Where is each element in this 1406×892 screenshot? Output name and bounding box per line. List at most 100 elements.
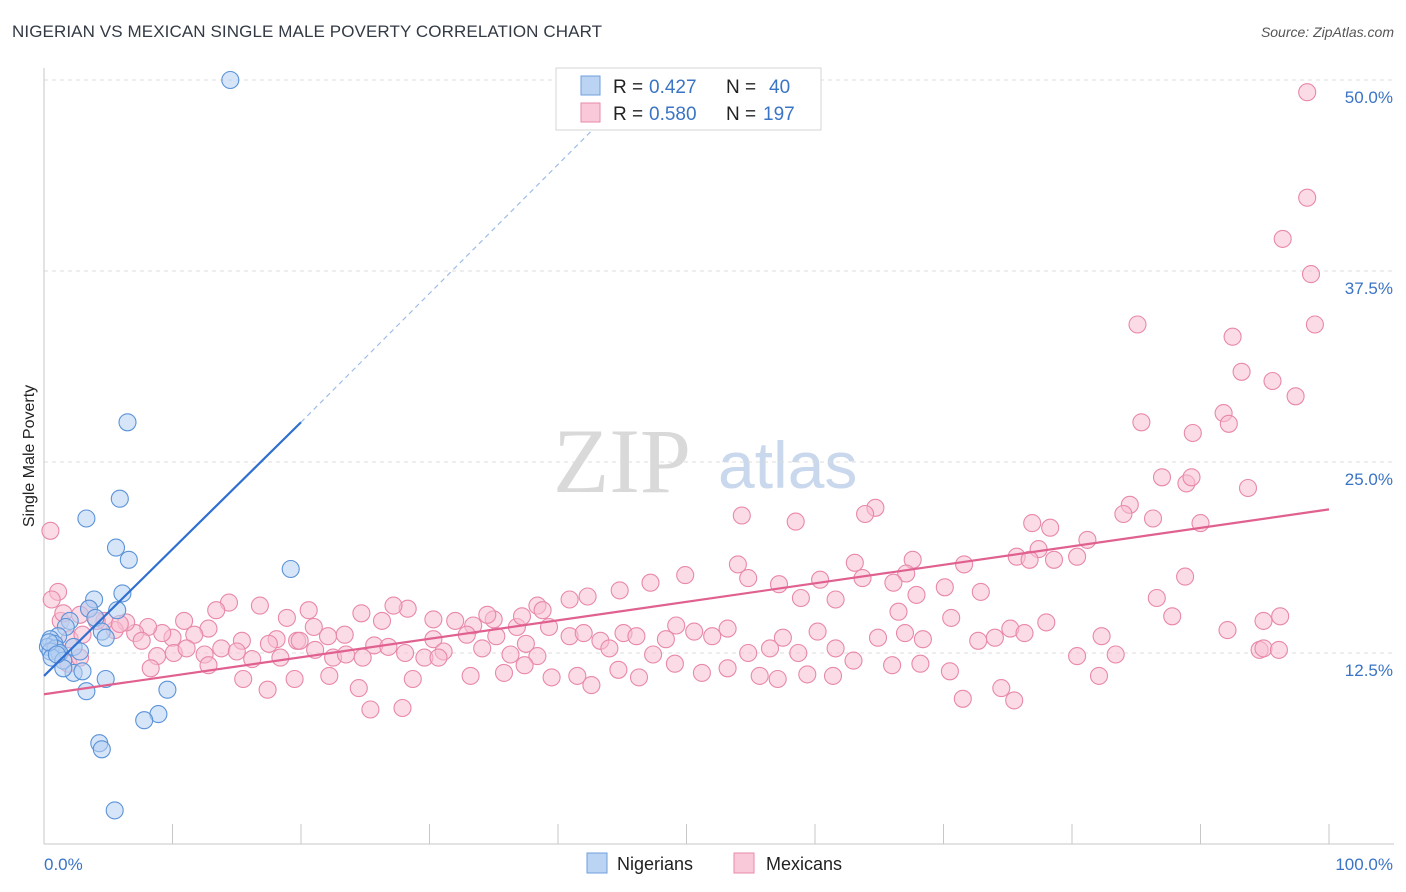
bottom-legend-label-mexicans: Mexicans <box>766 854 842 874</box>
nigerians-point <box>135 711 154 730</box>
mexicans-point <box>935 578 954 597</box>
mexicans-point <box>516 634 535 653</box>
mexicans-point <box>234 669 253 689</box>
x-tick-label-max: 100.0% <box>1335 855 1393 874</box>
mexicans-point <box>823 666 843 685</box>
legend-n-value-nigerians: 40 <box>769 77 790 98</box>
mexicans-point <box>1305 315 1324 334</box>
mexicans-point <box>207 601 226 620</box>
source-label: Source: ZipAtlas.com <box>1260 24 1394 40</box>
mexicans-point <box>985 628 1004 647</box>
mexicans-point <box>277 608 296 627</box>
mexicans-point <box>826 639 845 658</box>
y-tick-label-0: 12.5% <box>1345 661 1393 680</box>
mexicans-point <box>318 627 338 646</box>
mexicans-point <box>1041 518 1060 537</box>
mexicans-point <box>895 624 915 643</box>
bottom-legend-label-nigerians: Nigerians <box>617 854 693 874</box>
mexicans-point <box>692 663 711 682</box>
mexicans-point <box>665 654 684 673</box>
mexicans-point <box>1223 327 1242 346</box>
mexicans-point <box>1298 83 1317 102</box>
mexicans-point <box>1023 514 1042 533</box>
mexicans-point <box>1089 666 1109 685</box>
mexicans-point <box>285 669 304 689</box>
nigerians-point <box>77 509 96 528</box>
mexicans-point <box>953 689 972 708</box>
mexicans-point <box>750 666 769 685</box>
mexicans-point <box>718 659 737 678</box>
mexicans-point <box>175 611 194 630</box>
mexicans-point <box>907 585 926 604</box>
legend-r-value-mexicans: 0.580 <box>649 104 697 125</box>
nigerians-point <box>92 740 111 759</box>
mexicans-point <box>600 639 619 658</box>
mexicans-point <box>1176 567 1195 586</box>
mexicans-point <box>789 643 808 663</box>
mexicans-point <box>446 611 465 630</box>
mexicans-point <box>1219 414 1238 433</box>
nigerians-point <box>47 645 66 664</box>
mexicans-point <box>396 643 415 663</box>
mexicans-point <box>461 666 480 685</box>
mexicans-point <box>845 553 864 572</box>
mexicans-point <box>718 619 737 638</box>
mexicans-point <box>942 608 961 627</box>
mexicans-point <box>560 590 579 609</box>
mexicans-point <box>768 669 787 689</box>
mexicans-point <box>1044 550 1064 569</box>
mexicans-point <box>940 662 959 681</box>
mexicans-point <box>856 504 875 524</box>
mexicans-point <box>610 581 629 600</box>
watermark-zip: ZIP <box>553 410 691 512</box>
mexicans-point <box>739 569 758 588</box>
mexicans-point <box>258 680 277 699</box>
mexicans-point <box>336 645 356 664</box>
mexicans-point <box>41 521 60 540</box>
mexicans-point <box>403 669 422 689</box>
mexicans-point <box>304 617 323 637</box>
mexicans-point <box>798 665 817 684</box>
mexicans-point <box>494 663 514 682</box>
mexicans-point <box>393 698 412 718</box>
y-tick-labels: 12.5% 25.0% 37.5% 50.0% <box>1345 88 1393 680</box>
mexicans-point <box>361 700 380 719</box>
mexicans-point <box>739 643 758 663</box>
mexicans-point <box>582 676 601 695</box>
mexicans-point <box>1232 362 1251 381</box>
mexicans-point <box>1183 423 1202 443</box>
mexicans-point <box>971 582 990 601</box>
mexicans-point <box>1301 265 1321 284</box>
mexicans-point <box>42 590 61 609</box>
mexicans-point <box>1132 413 1151 432</box>
mexicans-point <box>299 601 318 620</box>
mexicans-point <box>808 622 827 641</box>
mexicans-point <box>487 627 506 646</box>
mexicans-point <box>473 639 492 658</box>
mexicans-point <box>1254 639 1273 658</box>
mexicans-point <box>969 631 988 650</box>
mexicans-point <box>883 656 902 675</box>
mexicans-point <box>791 588 810 608</box>
mexicans-point <box>1128 315 1147 334</box>
x-tick-label-min: 0.0% <box>44 855 83 874</box>
watermark-atlas: atlas <box>718 428 857 502</box>
mexicans-point <box>379 637 398 656</box>
nigerians-point <box>106 538 126 557</box>
mexicans-point <box>1092 627 1111 646</box>
mexicans-point <box>656 630 675 649</box>
mexicans-point <box>728 555 747 574</box>
nigerians-point <box>105 801 124 820</box>
nigerians-point <box>73 662 92 681</box>
nigerians-point <box>96 628 115 647</box>
mexicans-point <box>732 506 751 525</box>
mexicans-point <box>1114 504 1133 524</box>
mexicans-point <box>1106 645 1125 664</box>
mexicans-point <box>1182 468 1201 487</box>
mexicans-point <box>1254 611 1273 630</box>
y-tick-label-2: 37.5% <box>1345 279 1393 298</box>
bottom-legend-swatch-nigerians <box>586 852 608 874</box>
legend-swatch-mexicans <box>580 102 601 123</box>
mexicans-point <box>1286 387 1305 406</box>
bottom-legend-swatch-mexicans <box>733 852 755 874</box>
